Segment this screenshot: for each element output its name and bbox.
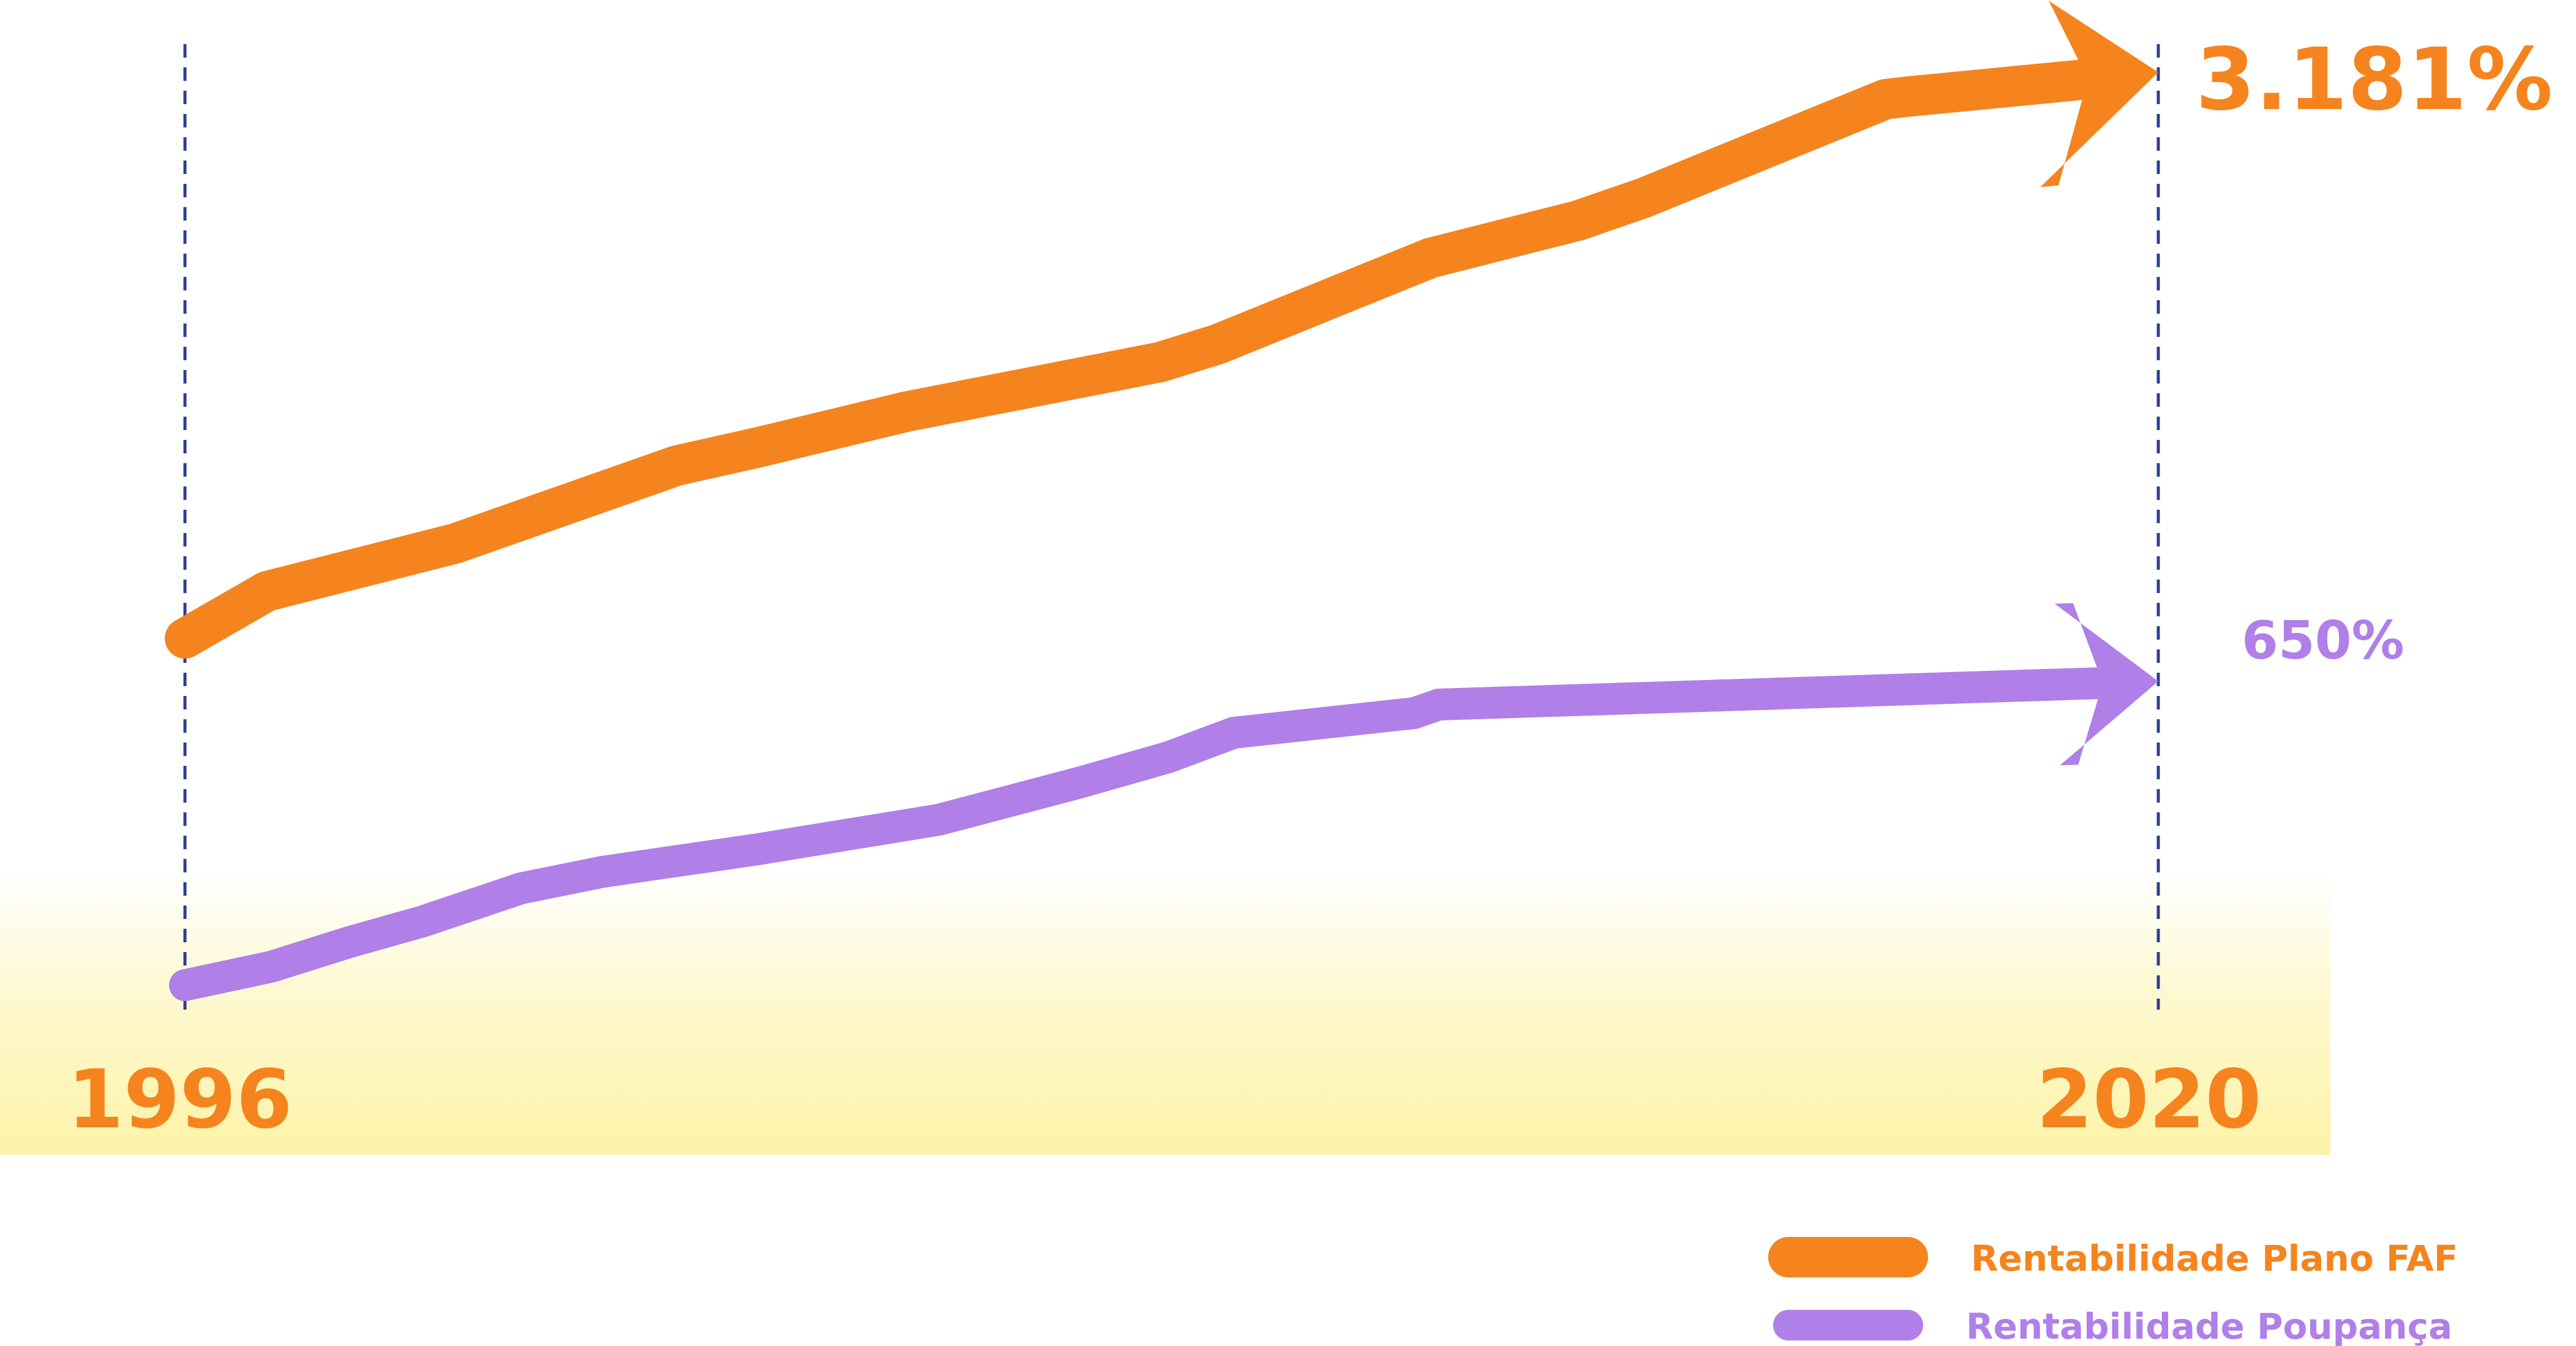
end-year-label: 2020 <box>2036 1053 2261 1147</box>
series-line-faf <box>165 59 2102 659</box>
start-year-label: 1996 <box>67 1053 292 1147</box>
highlight-band <box>0 870 2330 1155</box>
legend: Rentabilidade Plano FAF Rentabilidade Po… <box>1768 1237 2458 1346</box>
series-arrowhead-faf <box>2040 0 2158 187</box>
legend-label-faf: Rentabilidade Plano FAF <box>1971 1238 2458 1279</box>
series-line-poupanca <box>169 667 2114 1001</box>
legend-label-poupanca: Rentabilidade Poupança <box>1966 1306 2452 1346</box>
faf-end-value-label: 3.181% <box>2196 30 2553 130</box>
series-layer <box>165 0 2158 1001</box>
series-arrowhead-poupanca <box>2054 603 2158 766</box>
poupanca-end-value-label: 650% <box>2242 610 2405 671</box>
